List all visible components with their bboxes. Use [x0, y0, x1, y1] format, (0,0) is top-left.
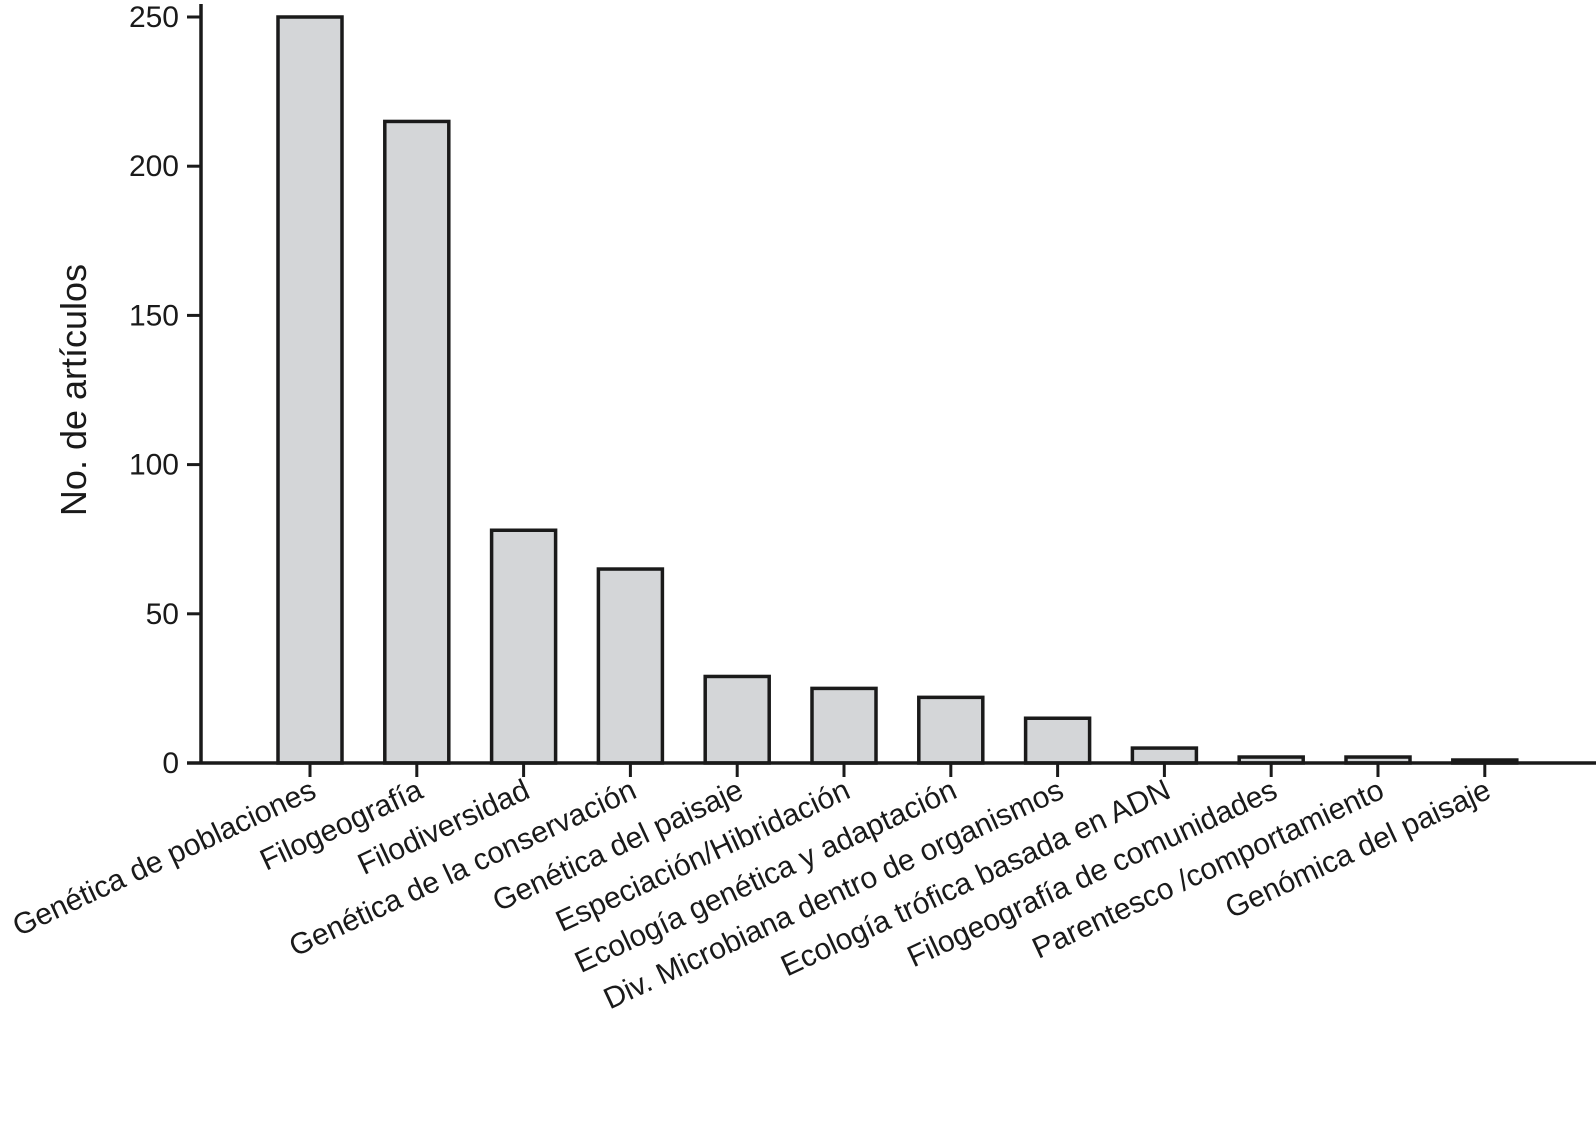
bar [703, 674, 771, 765]
x-axis-ticks [308, 763, 1487, 777]
y-tick-label: 200 [129, 150, 179, 183]
bar [917, 695, 985, 765]
bar [1023, 716, 1092, 765]
y-tick-label: 50 [146, 598, 179, 631]
y-axis-label: No. de artículos [53, 264, 94, 516]
bar [596, 567, 665, 765]
y-tick-label: 0 [162, 747, 179, 780]
bar [383, 119, 451, 765]
y-axis-ticks: 0 50 100 150 200 250 [129, 1, 201, 780]
bars-group [276, 15, 1519, 765]
bar [276, 15, 344, 765]
bar [810, 686, 878, 765]
y-tick-label: 150 [129, 299, 179, 332]
bar [1130, 746, 1199, 765]
y-tick-label: 250 [129, 1, 179, 34]
y-tick-label: 100 [129, 449, 179, 482]
category-labels: Genética de poblacionesFilogeografíaFilo… [8, 773, 1496, 1016]
bar [489, 528, 558, 765]
